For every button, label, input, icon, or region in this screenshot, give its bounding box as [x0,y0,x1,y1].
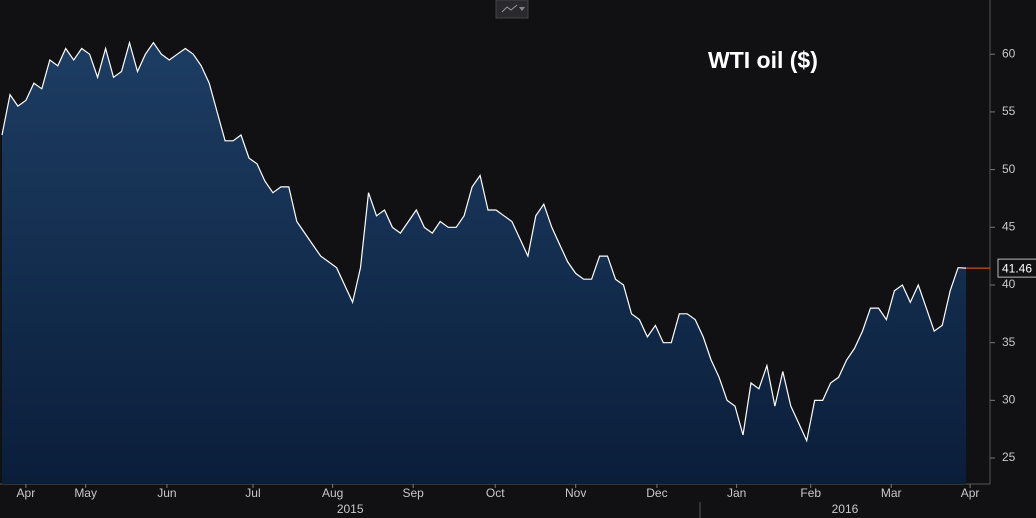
x-tick-label: Jun [157,486,176,500]
x-tick-label: Apr [17,486,36,500]
y-tick-label: 50 [1002,162,1016,176]
x-tick-label: May [74,486,97,500]
chart-type-icon [501,4,518,13]
y-tick-label: 60 [1002,46,1016,60]
x-tick-label: Feb [800,486,821,500]
x-tick-label: Oct [486,486,505,500]
x-tick-label: Dec [646,486,667,500]
x-tick-label: Jul [245,486,260,500]
last-value-box [997,258,1036,278]
year-label: 2015 [337,502,364,516]
x-tick-label: Nov [565,486,586,500]
y-tick-label: 25 [1002,450,1016,464]
year-label: 2016 [832,502,859,516]
x-tick-label: Sep [402,486,424,500]
y-tick-label: 40 [1002,277,1016,291]
x-tick-label: Jan [727,486,746,500]
last-value-label: 41.46 [1002,261,1032,275]
x-tick-label: Mar [881,486,902,500]
y-tick-label: 30 [1002,393,1016,407]
y-tick-label: 45 [1002,219,1016,233]
price-line [1,40,967,443]
chart-title: WTI oil ($) [708,47,818,73]
x-tick-label: Aug [322,486,343,500]
dropdown-arrow [519,7,525,11]
area [2,42,967,484]
y-tick-label: 55 [1002,104,1016,118]
y-tick-label: 35 [1002,335,1016,349]
x-tick-label: Apr [961,486,980,500]
